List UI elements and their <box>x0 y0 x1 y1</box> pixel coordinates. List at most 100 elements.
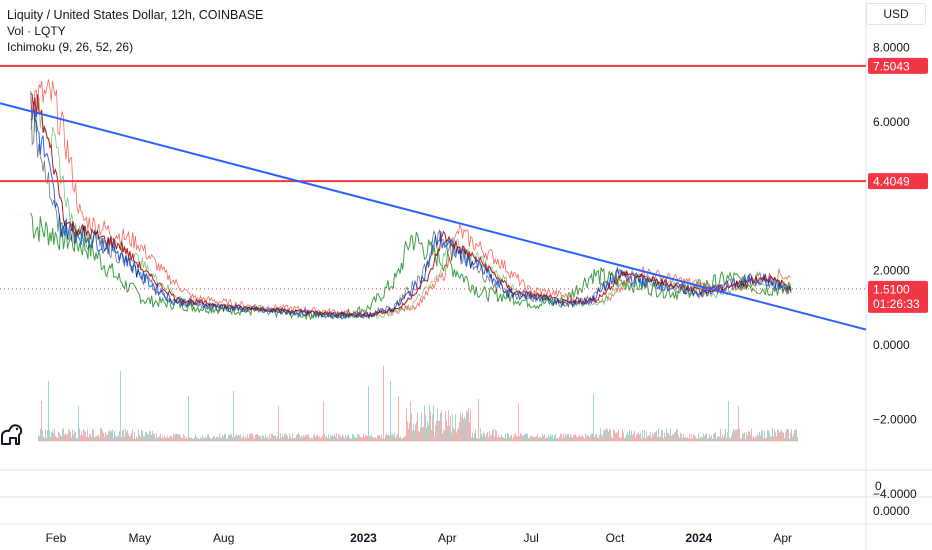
volume-bar <box>157 437 158 441</box>
volume-bar <box>627 431 628 441</box>
volume-bar <box>614 431 615 441</box>
volume-bar <box>218 437 219 441</box>
volume-bar <box>220 436 221 441</box>
volume-bar <box>80 435 81 441</box>
volume-bar <box>472 432 473 441</box>
volume-bar <box>554 435 555 441</box>
volume-bar <box>221 438 222 441</box>
currency-selector[interactable]: USD <box>866 3 926 25</box>
volume-bar <box>121 437 122 441</box>
volume-bar <box>503 437 504 441</box>
volume-bar <box>376 438 377 441</box>
volume-bar <box>582 434 583 441</box>
volume-bar <box>722 434 723 441</box>
volume-bar <box>430 411 431 441</box>
volume-bar <box>663 438 664 441</box>
lower-pane-tick-label: 0.0000 <box>873 504 910 518</box>
volume-bar <box>209 437 210 441</box>
volume-bar <box>778 430 779 441</box>
volume-bar <box>75 432 76 441</box>
volume-bar <box>319 436 320 441</box>
volume-bar <box>500 436 501 441</box>
volume-bar <box>380 437 381 441</box>
volume-bar <box>175 433 176 441</box>
volume-bar <box>723 437 724 441</box>
volume-bar <box>783 432 784 441</box>
volume-bar <box>446 420 447 441</box>
x-tick-label: 2024 <box>685 531 712 545</box>
volume-bar <box>700 436 701 441</box>
volume-bar <box>524 434 525 441</box>
volume-bar <box>137 437 138 441</box>
volume-bar <box>81 431 82 441</box>
volume-bar <box>796 429 797 441</box>
volume-bar <box>407 421 408 441</box>
volume-bar <box>249 434 250 441</box>
volume-bar <box>477 438 478 441</box>
volume-bar <box>192 438 193 441</box>
volume-bar <box>774 429 775 441</box>
volume-bar <box>625 436 626 441</box>
volume-bar <box>222 435 223 441</box>
volume-bar <box>638 432 639 441</box>
volume-bar <box>758 435 759 441</box>
volume-bar <box>101 428 102 441</box>
volume-bar <box>696 438 697 441</box>
volume-bar <box>761 431 762 441</box>
volume-bar <box>180 436 181 441</box>
volume-bar <box>379 435 380 441</box>
volume-bar <box>211 438 212 441</box>
volume-bar <box>730 438 731 441</box>
volume-bar <box>646 432 647 441</box>
volume-bar <box>469 422 470 441</box>
volume-indicator-label[interactable]: Vol · LQTY <box>7 24 66 38</box>
volume-bar <box>258 435 259 441</box>
volume-bar <box>255 434 256 441</box>
volume-bar <box>607 429 608 441</box>
volume-bar <box>44 437 45 441</box>
volume-bar <box>655 432 656 441</box>
volume-bar <box>611 436 612 441</box>
trendline[interactable] <box>0 102 867 331</box>
volume-bar <box>39 436 40 441</box>
volume-bar <box>198 438 199 441</box>
volume-bar <box>557 437 558 441</box>
conversion-line <box>30 101 792 320</box>
volume-bar <box>104 437 105 441</box>
symbol-title[interactable]: Liquity / United States Dollar, 12h, COI… <box>7 8 264 22</box>
volume-bar <box>58 431 59 441</box>
volume-bar <box>254 438 255 441</box>
volume-bar <box>792 436 793 441</box>
volume-bar <box>744 432 745 441</box>
volume-bar <box>454 429 455 441</box>
volume-bar <box>731 436 732 441</box>
volume-bar <box>564 437 565 441</box>
volume-bar <box>67 434 68 441</box>
ichimoku-indicator-label[interactable]: Ichimoku (9, 26, 52, 26) <box>7 40 134 54</box>
volume-bar <box>465 419 466 441</box>
volume-bar <box>51 432 52 441</box>
volume-bar <box>432 414 433 441</box>
volume-bar <box>455 414 456 441</box>
volume-bar <box>155 438 156 441</box>
volume-bar <box>615 432 616 441</box>
volume-bar <box>675 431 676 441</box>
volume-bar <box>462 413 463 441</box>
volume-bar <box>523 434 524 441</box>
volume-bar <box>525 433 526 441</box>
volume-bar <box>293 438 294 441</box>
volume-bar <box>513 436 514 441</box>
volume-bar <box>458 427 459 441</box>
volume-bar <box>331 435 332 441</box>
volume-bar <box>577 437 578 441</box>
price-axis: 16.000012.00008.00006.00002.00000.0000−2… <box>873 40 917 518</box>
volume-bar <box>589 437 590 441</box>
volume-bar <box>313 435 314 441</box>
volume-bar <box>91 436 92 441</box>
volume-bar <box>315 437 316 441</box>
volume-bar <box>359 435 360 441</box>
volume-bar <box>371 433 372 441</box>
base-line <box>30 93 792 317</box>
volume-bar <box>670 428 671 441</box>
